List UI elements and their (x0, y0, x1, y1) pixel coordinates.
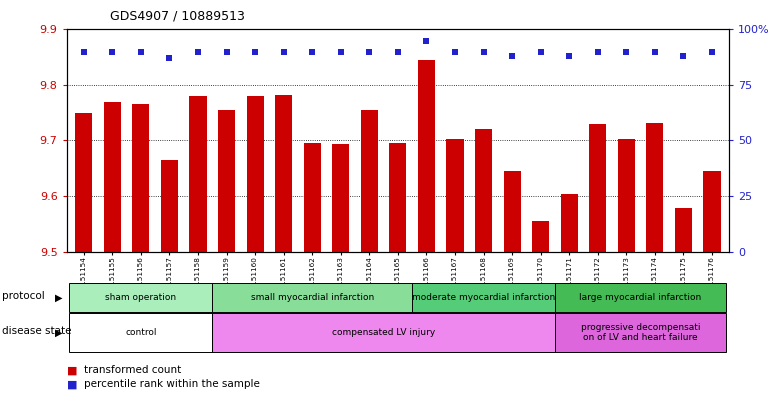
Point (477, 48, 490, 55)
Point (163, 55, 176, 61)
Text: disease state: disease state (2, 325, 72, 336)
Bar (561, 195, 578, 252)
Point (220, 48, 233, 55)
Point (363, 48, 376, 55)
Text: small myocardial infarction: small myocardial infarction (251, 293, 374, 302)
Bar (390, 143, 406, 252)
Text: transformed count: transformed count (84, 365, 181, 375)
Bar (132, 105, 150, 252)
Text: percentile rank within the sample: percentile rank within the sample (84, 379, 260, 389)
Bar (332, 144, 350, 252)
Text: sham operation: sham operation (105, 293, 176, 302)
Text: protocol: protocol (2, 291, 45, 301)
Text: ▶: ▶ (55, 293, 63, 303)
Bar (646, 123, 663, 252)
Bar (190, 96, 206, 252)
Point (420, 37, 433, 44)
Point (677, 53, 690, 59)
Bar (446, 139, 463, 252)
Bar (475, 129, 492, 252)
Bar (590, 124, 606, 252)
Text: ■: ■ (67, 379, 77, 389)
Point (335, 48, 347, 55)
Point (135, 48, 147, 55)
Point (192, 48, 205, 55)
Point (535, 48, 547, 55)
Point (706, 48, 718, 55)
Point (306, 48, 318, 55)
Point (563, 53, 575, 59)
Point (78, 48, 90, 55)
Bar (218, 110, 235, 252)
Bar (503, 171, 521, 252)
Bar (675, 208, 692, 252)
Bar (418, 60, 435, 252)
Point (278, 48, 290, 55)
Bar (303, 143, 321, 252)
Point (391, 48, 405, 55)
Text: progressive decompensati
on of LV and heart failure: progressive decompensati on of LV and he… (581, 323, 700, 342)
Text: ■: ■ (67, 365, 77, 375)
Bar (161, 160, 178, 252)
Bar (618, 140, 635, 252)
Bar (532, 221, 550, 252)
Bar (75, 113, 93, 252)
Bar (361, 110, 378, 252)
Text: ▶: ▶ (55, 327, 63, 338)
Text: control: control (125, 328, 157, 337)
Bar (703, 171, 720, 252)
Point (506, 53, 518, 59)
Point (591, 48, 604, 55)
Point (249, 48, 261, 55)
Text: compensated LV injury: compensated LV injury (332, 328, 435, 337)
Point (448, 48, 461, 55)
Bar (275, 95, 292, 252)
Text: large myocardial infarction: large myocardial infarction (579, 293, 702, 302)
Bar (103, 102, 121, 252)
Text: moderate myocardial infarction: moderate myocardial infarction (412, 293, 555, 302)
Point (620, 48, 633, 55)
Bar (246, 96, 263, 252)
Point (648, 48, 661, 55)
Point (106, 48, 118, 55)
Text: GDS4907 / 10889513: GDS4907 / 10889513 (110, 9, 245, 22)
